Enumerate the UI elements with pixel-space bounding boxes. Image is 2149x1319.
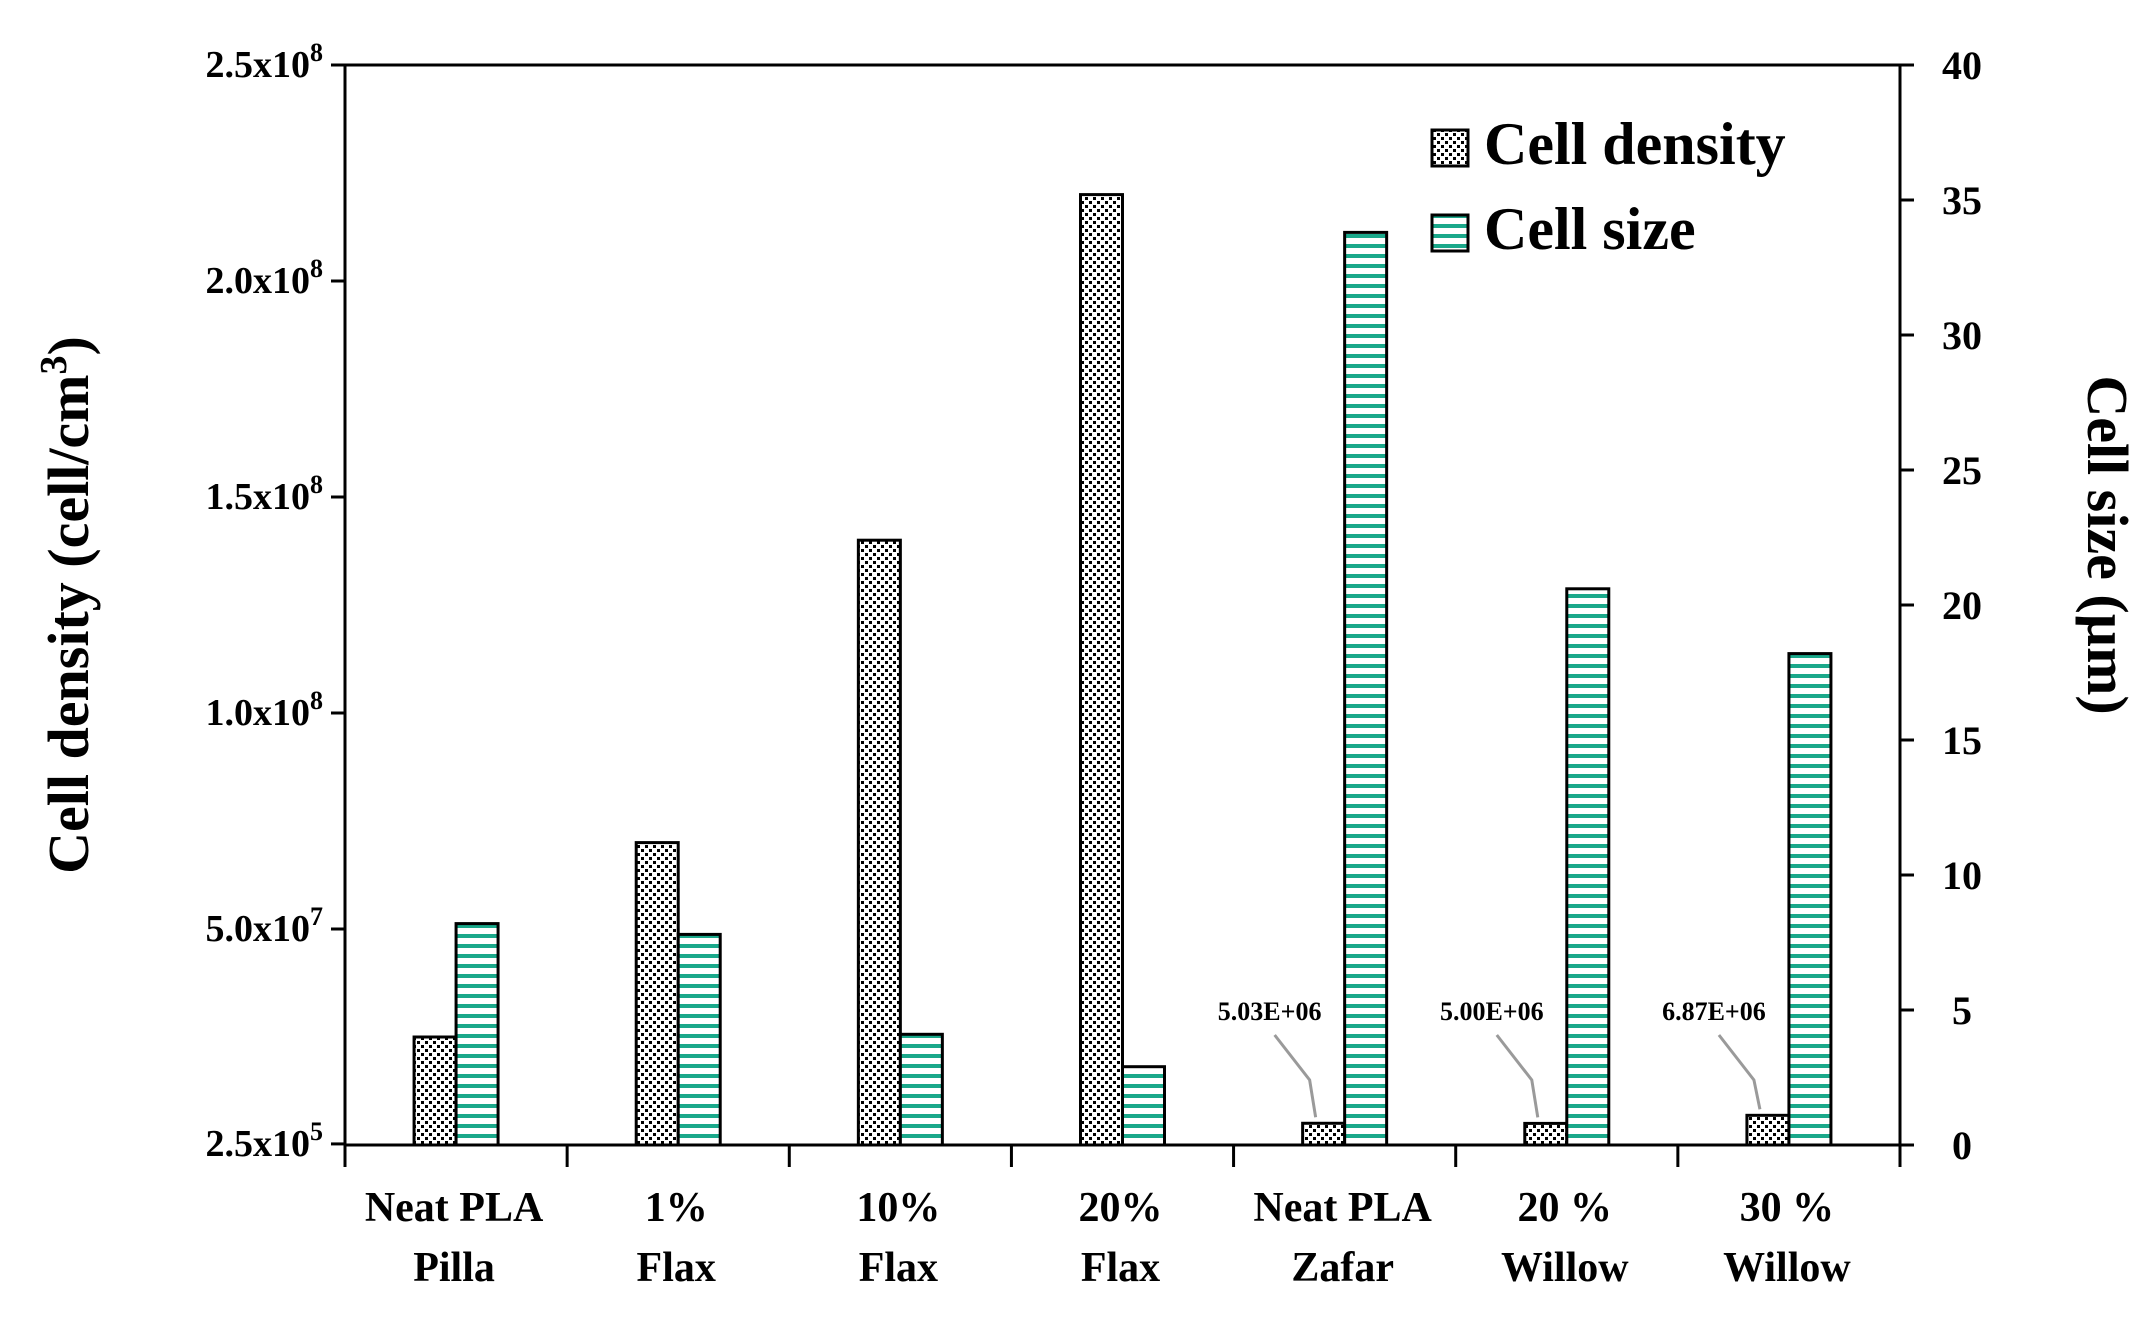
bar-cell-size: [676, 932, 722, 1147]
right-axis-tick-label: 40: [1942, 43, 1982, 88]
bar-cell-size: [1565, 587, 1611, 1147]
x-tick-label: 30 %: [1740, 1185, 1835, 1231]
x-tick-label: 20%: [1079, 1185, 1163, 1231]
right-axis-tick-label: 0: [1952, 1123, 1972, 1168]
annotation-leader-line: [1495, 1034, 1540, 1118]
annotation-leader-line: [1273, 1034, 1318, 1118]
x-tick-label: Flax: [1081, 1245, 1160, 1291]
left-axis-tick-label: 2.0x108: [206, 254, 324, 302]
legend-label-cell-density: Cell density: [1484, 111, 1786, 177]
bar-cell-density: [1301, 1121, 1347, 1147]
right-axis-tick-label: 10: [1942, 853, 1982, 898]
x-tick-label: 20 %: [1518, 1185, 1613, 1231]
annotation-leader-line: [1717, 1034, 1762, 1110]
legend-swatch-cell-density: [1430, 128, 1470, 168]
x-tick-label: Willow: [1723, 1245, 1851, 1291]
legend-swatch-cell-size: [1430, 213, 1470, 253]
right-axis-tick-label: 15: [1942, 718, 1982, 763]
x-tick-label: 10%: [856, 1185, 940, 1231]
left-axis-title: Cell density (cell/cm3): [33, 336, 101, 874]
bar-cell-size: [1343, 230, 1389, 1147]
legend-label-cell-size: Cell size: [1484, 196, 1696, 262]
bar-cell-size: [1121, 1065, 1166, 1147]
bar-cell-size: [1787, 652, 1833, 1147]
bar-cell-density: [856, 538, 902, 1147]
left-axis-tick-label: 1.0x108: [206, 686, 324, 734]
x-tick-label: 1%: [645, 1185, 708, 1231]
right-axis-tick-label: 35: [1942, 178, 1982, 223]
left-axis-tick-label: 1.5x108: [206, 470, 324, 518]
bar-cell-size: [454, 922, 500, 1147]
x-tick-label: Pilla: [413, 1245, 495, 1291]
right-axis-title: Cell size (µm): [2075, 375, 2140, 714]
x-tick-label: Neat PLA: [1253, 1185, 1432, 1231]
x-tick-label: Zafar: [1291, 1245, 1394, 1291]
bar-cell-density: [1523, 1121, 1569, 1147]
right-axis-tick-label: 25: [1942, 448, 1982, 493]
bar-cell-density: [412, 1035, 458, 1147]
right-axis-tick-label: 30: [1942, 313, 1982, 358]
bar-cell-density: [1745, 1113, 1791, 1147]
right-axis-tick-label: 20: [1942, 583, 1982, 628]
bar-cell-density: [1079, 193, 1124, 1147]
bar-cell-density: [634, 841, 680, 1147]
annotation-label: 6.87E+06: [1662, 997, 1766, 1026]
left-axis-tick-label: 5.0x107: [206, 902, 324, 950]
right-axis-tick-label: 5: [1952, 988, 1972, 1033]
annotation-label: 5.03E+06: [1218, 997, 1322, 1026]
x-tick-label: Flax: [859, 1245, 938, 1291]
left-axis-tick-label: 2.5x105: [206, 1117, 324, 1165]
left-axis-tick-label: 2.5x108: [206, 38, 324, 86]
annotation-label: 5.00E+06: [1440, 997, 1544, 1026]
x-tick-label: Neat PLA: [365, 1185, 544, 1231]
x-tick-label: Willow: [1501, 1245, 1629, 1291]
x-tick-label: Flax: [637, 1245, 716, 1291]
bar-cell-size: [898, 1032, 944, 1147]
